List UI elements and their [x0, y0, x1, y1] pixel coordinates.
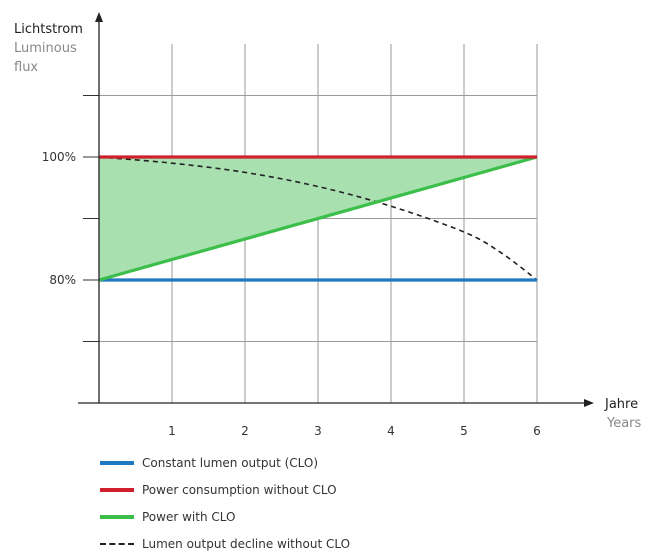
legend-label-lumen-decline: Lumen output decline without CLO: [142, 537, 351, 551]
y-axis-arrow-icon: [95, 12, 103, 22]
x-tick-label-5: 5: [460, 424, 468, 438]
legend-swatch-power-with-clo: [100, 515, 134, 519]
x-axis-subtitle: Years: [606, 416, 642, 431]
legend-item-clo: Constant lumen output (CLO): [100, 452, 350, 474]
y-tick-label-100: 100%: [42, 150, 76, 164]
legend-item-lumen-decline: Lumen output decline without CLO: [100, 533, 350, 555]
x-axis-title: Jahre: [604, 397, 638, 412]
y-axis-subtitle-line-1: Luminous: [14, 41, 77, 56]
y-axis-title: Lichtstrom: [14, 22, 83, 37]
x-tick-label-2: 2: [241, 424, 249, 438]
y-tick-label-80: 80%: [49, 273, 76, 287]
series-line-lumen-output-decline-without-clo: [98, 156, 538, 281]
legend-item-power-with-clo: Power with CLO: [100, 506, 350, 528]
x-tick-label-1: 1: [168, 424, 176, 438]
tick-labels: 1 2 3 4 5 6 100% 80%: [42, 150, 541, 438]
legend-label-clo: Constant lumen output (CLO): [142, 456, 319, 470]
series-line-power-with-clo: [98, 155, 538, 282]
series-lines: [98, 155, 538, 282]
x-tick-label-6: 6: [533, 424, 541, 438]
x-tick-label-3: 3: [314, 424, 322, 438]
axes: [78, 12, 594, 407]
legend-swatch-power-without-clo: [100, 488, 134, 492]
legend-label-power-without-clo: Power consumption without CLO: [142, 483, 337, 497]
legend-item-power-without-clo: Power consumption without CLO: [100, 479, 350, 501]
x-axis-arrow-icon: [584, 399, 594, 407]
legend-swatch-clo: [100, 461, 134, 465]
y-axis-subtitle-line-2: flux: [14, 60, 38, 75]
x-tick-label-4: 4: [387, 424, 395, 438]
legend-swatch-lumen-decline: [100, 543, 134, 545]
legend-label-power-with-clo: Power with CLO: [142, 510, 236, 524]
chart-svg: 1 2 3 4 5 6 100% 80% Lichtstrom Luminous flux J…: [14, 12, 642, 438]
